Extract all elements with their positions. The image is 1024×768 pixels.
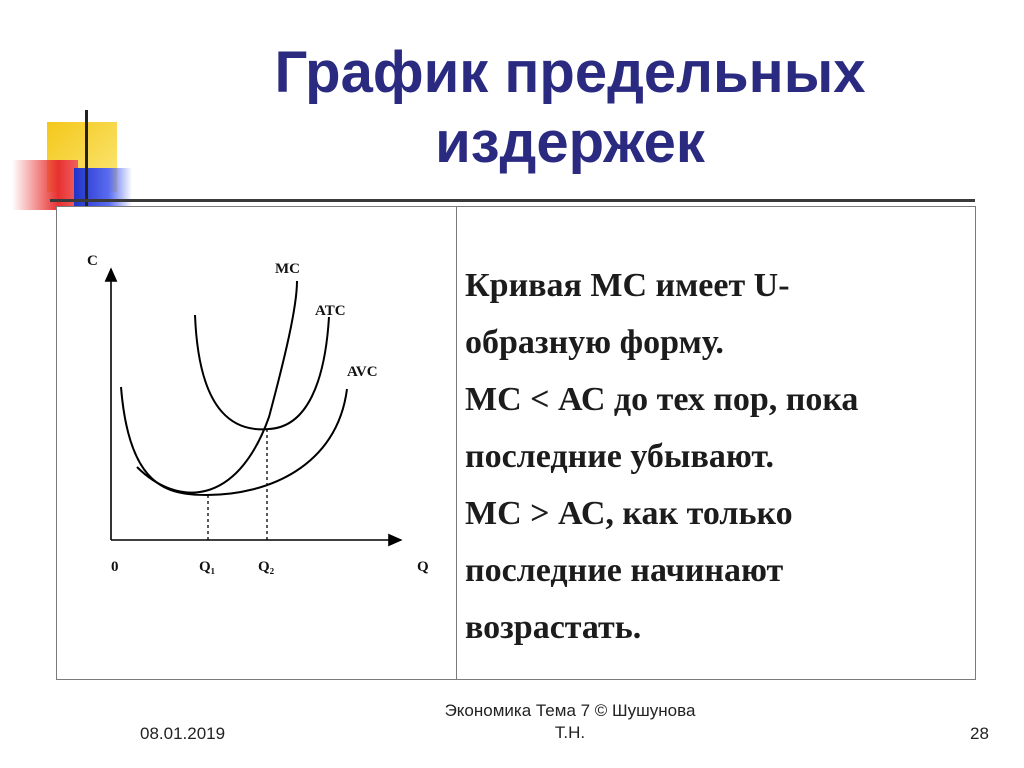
- x-axis-label: Q: [417, 559, 429, 575]
- explanation-line: образную форму.: [465, 324, 724, 361]
- slide-title-line-1: График предельных: [274, 40, 866, 105]
- atc-curve-label: ATC: [315, 303, 346, 319]
- footer-course-line-2: Т.Н.: [554, 723, 586, 742]
- y-axis-label: C: [87, 253, 98, 269]
- atc-curve: [194, 314, 330, 431]
- explanation-line: Кривая МС имеет U-: [465, 267, 790, 304]
- slide-title-line-2: издержек: [435, 110, 705, 175]
- slide-title: График предельных издержек: [190, 38, 950, 178]
- origin-label: 0: [111, 559, 119, 575]
- q1-label: Q₁: [199, 559, 215, 575]
- avc-curve: [120, 386, 348, 497]
- footer-date: 08.01.2019: [140, 724, 226, 743]
- explanation-line: МС < АС до тех пор, пока: [465, 381, 859, 418]
- title-separator-line: [50, 199, 975, 202]
- avc-curve-label: AVC: [347, 364, 378, 380]
- deco-vertical-line: [85, 110, 88, 226]
- explanation-line: возрастать.: [465, 609, 642, 646]
- footer-course-info: Экономика Тема 7 © Шушунова Т.Н.: [420, 700, 720, 744]
- q2-label: Q₂: [258, 559, 275, 575]
- explanation-line: МС > АС, как только: [465, 495, 793, 532]
- deco-red-square: [12, 160, 78, 210]
- explanation-line: последние убывают.: [465, 438, 775, 475]
- mc-curve-label: MC: [275, 261, 300, 277]
- footer-page-number: 28: [970, 724, 989, 743]
- explanation-line: последние начинают: [465, 552, 784, 589]
- mc-curve: [136, 280, 298, 494]
- cost-curves-diagram: C MC ATC AVC 0 Q₁ Q₂ Q: [87, 253, 429, 575]
- content-table: C MC ATC AVC 0 Q₁ Q₂ Q Кривая МС имеет U…: [56, 206, 976, 680]
- footer-course-line-1: Экономика Тема 7 © Шушунова: [444, 701, 696, 720]
- explanation-text: Кривая МС имеет U- образную форму. МС < …: [465, 257, 965, 656]
- table-column-divider: [456, 207, 457, 679]
